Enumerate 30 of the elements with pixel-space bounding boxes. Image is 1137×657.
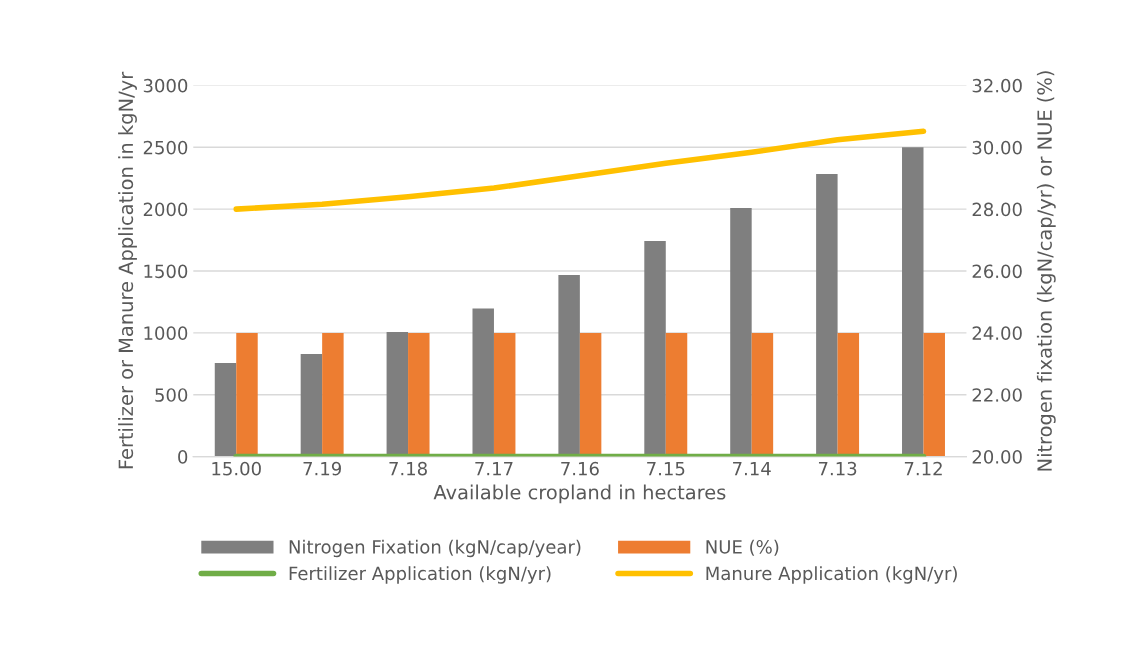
legend-label: Nitrogen Fixation (kgN/cap/year) (289, 539, 581, 558)
y-tick-label: 2000 (143, 202, 188, 217)
x-tick-label: 7.17 (475, 462, 513, 476)
x-tick-label: 15.00 (212, 461, 261, 476)
y-tick-label: 3000 (143, 78, 188, 93)
y2-tick-label: 26.00 (972, 264, 1022, 279)
x-axis-title: Available cropland in hectares (433, 484, 726, 504)
x-tick-label: 7.15 (647, 462, 685, 476)
y-tick-label: 500 (155, 388, 188, 402)
y2-tick-label: 20.00 (972, 450, 1022, 464)
x-tick-label: 7.12 (904, 461, 942, 476)
y-tick-label: 0 (178, 450, 188, 464)
x-tick-label: 7.13 (818, 461, 857, 476)
y2-tick-label: 28.00 (972, 202, 1022, 217)
legend-label: Fertilizer Application (kgN/yr) (289, 566, 551, 584)
y-tick-label: 1500 (144, 264, 188, 279)
x-tick-label: 7.16 (561, 461, 599, 476)
legend-label: NUE (%) (706, 539, 779, 556)
y-axis-title: Fertilizer or Manure Application in kgN/yr (118, 71, 137, 469)
legend-label: Manure Application (kgN/yr) (706, 566, 957, 584)
y2-tick-label: 32.00 (972, 78, 1022, 93)
y2-tick-label: 22.00 (972, 388, 1022, 402)
x-tick-label: 7.18 (389, 461, 427, 476)
y2-axis-title: Nitrogen fixation (kgN/cap/yr) or NUE (%) (1036, 71, 1056, 471)
x-tick-label: 7.19 (303, 461, 341, 476)
y2-tick-label: 30.00 (972, 140, 1022, 155)
y-tick-label: 2500 (143, 140, 188, 155)
y2-tick-label: 24.00 (972, 326, 1022, 340)
x-tick-label: 7.14 (733, 462, 771, 476)
y-tick-label: 1000 (144, 326, 188, 340)
